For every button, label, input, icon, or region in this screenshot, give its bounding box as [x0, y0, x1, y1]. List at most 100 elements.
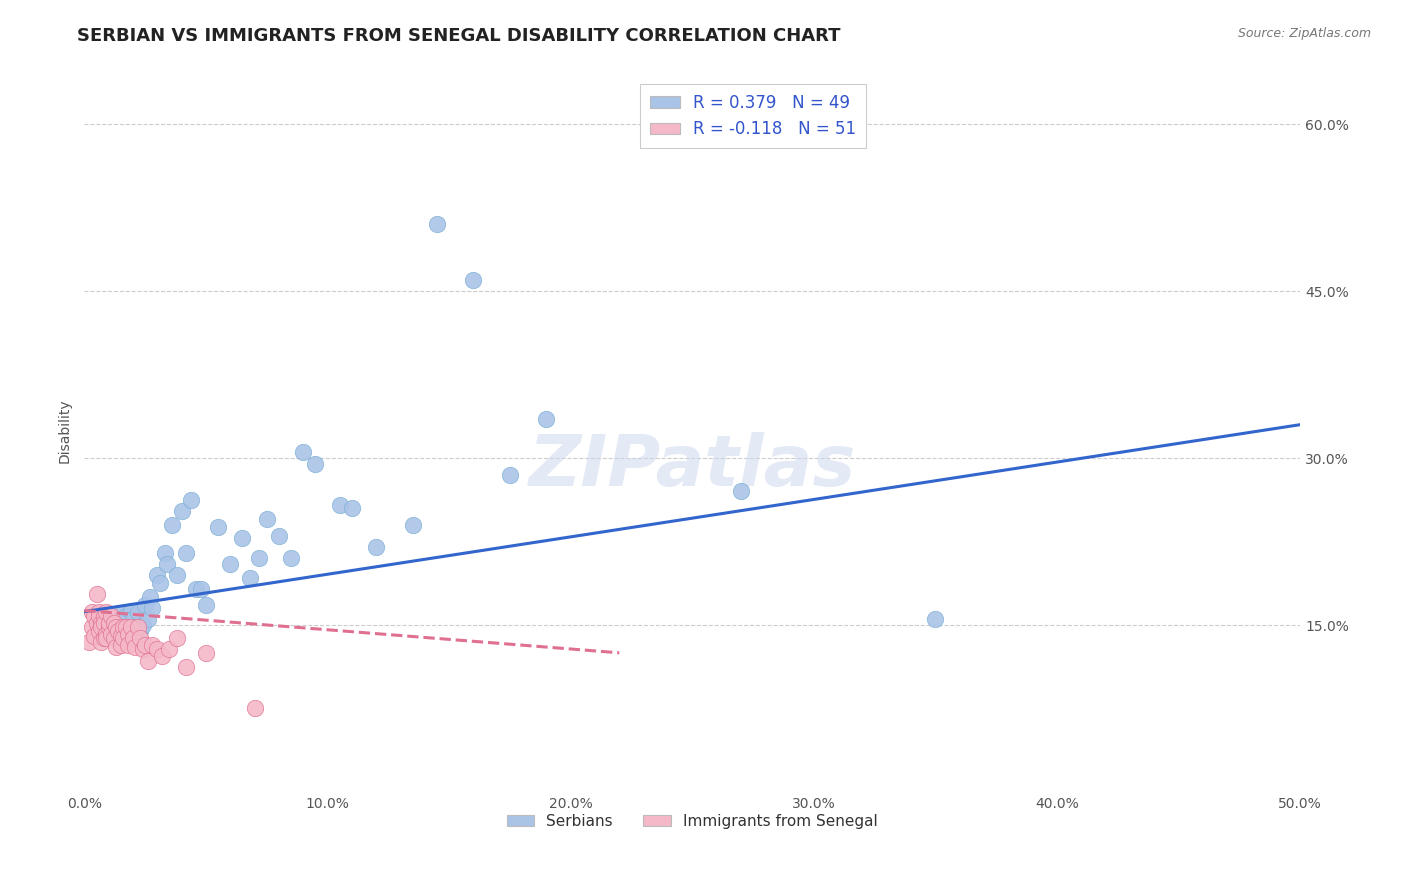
Point: [231, 531, 253, 545]
Point: [100, 627, 122, 641]
Point: [127, 620, 149, 634]
Point: [292, 445, 315, 459]
Point: [194, 598, 217, 612]
Point: [141, 601, 163, 615]
Point: [219, 557, 242, 571]
Point: [132, 642, 155, 657]
Point: [117, 627, 139, 641]
Point: [104, 620, 127, 634]
Point: [93, 609, 115, 624]
Point: [83, 629, 105, 643]
Point: [112, 632, 135, 646]
Point: [136, 654, 159, 668]
Point: [97, 612, 120, 626]
Point: [340, 501, 363, 516]
Point: [93, 615, 115, 630]
Point: [110, 638, 132, 652]
Point: [329, 498, 352, 512]
Point: [134, 638, 156, 652]
Point: [132, 618, 155, 632]
Point: [129, 624, 152, 638]
Point: [249, 551, 271, 566]
Point: [149, 575, 172, 590]
Point: [120, 620, 142, 634]
Point: [124, 620, 146, 634]
Point: [304, 457, 326, 471]
Point: [86, 615, 108, 630]
Point: [146, 568, 169, 582]
Point: [117, 638, 139, 652]
Point: [207, 520, 229, 534]
Point: [80, 620, 103, 634]
Point: [730, 484, 752, 499]
Point: [97, 615, 120, 630]
Point: [110, 607, 132, 621]
Point: [112, 620, 135, 634]
Point: [103, 615, 125, 630]
Point: [136, 612, 159, 626]
Point: [156, 557, 179, 571]
Point: [166, 568, 188, 582]
Point: [110, 629, 132, 643]
Point: [104, 620, 127, 634]
Point: [104, 640, 127, 655]
Point: [114, 609, 136, 624]
Point: [159, 642, 181, 657]
Point: [176, 660, 198, 674]
Point: [239, 571, 262, 585]
Point: [146, 642, 169, 657]
Point: [499, 467, 522, 482]
Point: [139, 590, 162, 604]
Point: [166, 632, 188, 646]
Point: [100, 609, 122, 624]
Text: ZIPatlas: ZIPatlas: [529, 432, 856, 501]
Point: [141, 638, 163, 652]
Point: [160, 517, 183, 532]
Point: [90, 620, 112, 634]
Point: [103, 632, 125, 646]
Point: [122, 612, 145, 626]
Point: [90, 615, 112, 630]
Point: [96, 632, 118, 646]
Point: [256, 512, 278, 526]
Point: [153, 546, 176, 560]
Point: [124, 640, 146, 655]
Point: [114, 620, 136, 634]
Point: [194, 646, 217, 660]
Point: [117, 620, 139, 634]
Text: Source: ZipAtlas.com: Source: ZipAtlas.com: [1237, 27, 1371, 40]
Point: [280, 551, 302, 566]
Point: [87, 605, 110, 619]
Text: SERBIAN VS IMMIGRANTS FROM SENEGAL DISABILITY CORRELATION CHART: SERBIAN VS IMMIGRANTS FROM SENEGAL DISAB…: [77, 27, 841, 45]
Point: [176, 546, 198, 560]
Point: [186, 582, 208, 597]
Point: [87, 624, 110, 638]
Point: [536, 412, 558, 426]
Point: [170, 504, 193, 518]
Point: [127, 605, 149, 619]
Point: [77, 634, 100, 648]
Point: [90, 634, 112, 648]
Point: [426, 217, 449, 231]
Point: [924, 612, 946, 626]
Point: [96, 627, 118, 641]
Point: [96, 605, 118, 619]
Point: [150, 649, 173, 664]
Point: [110, 615, 132, 630]
Y-axis label: Disability: Disability: [58, 398, 72, 463]
Point: [122, 632, 145, 646]
Point: [103, 629, 125, 643]
Point: [243, 701, 266, 715]
Legend: Serbians, Immigrants from Senegal: Serbians, Immigrants from Senegal: [501, 808, 884, 835]
Point: [129, 632, 152, 646]
Point: [107, 624, 129, 638]
Point: [86, 587, 108, 601]
Point: [366, 540, 388, 554]
Point: [267, 529, 290, 543]
Point: [463, 273, 485, 287]
Point: [134, 598, 156, 612]
Point: [401, 517, 423, 532]
Point: [190, 582, 212, 597]
Point: [80, 605, 103, 619]
Point: [83, 609, 105, 624]
